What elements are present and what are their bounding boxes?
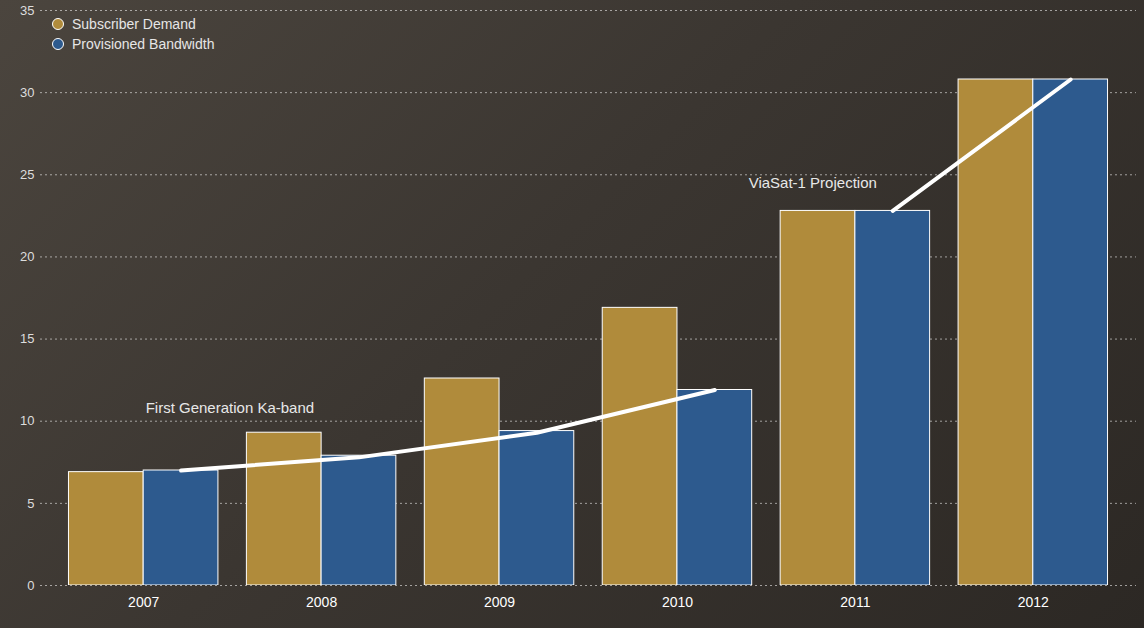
svg-text:ViaSat-1 Projection: ViaSat-1 Projection	[749, 174, 877, 191]
svg-text:25: 25	[20, 167, 34, 182]
svg-text:2008: 2008	[306, 594, 337, 610]
svg-text:15: 15	[20, 331, 34, 346]
svg-text:First Generation Ka-band: First Generation Ka-band	[146, 399, 314, 416]
svg-text:0: 0	[27, 578, 34, 593]
svg-text:2007: 2007	[128, 594, 159, 610]
svg-text:30: 30	[20, 85, 34, 100]
svg-text:5: 5	[27, 496, 34, 511]
svg-text:35: 35	[20, 3, 34, 18]
html-text:Provisioned Bandwidth: Provisioned Bandwidth	[72, 36, 215, 52]
svg-text:2011: 2011	[840, 594, 870, 610]
html-text:Subscriber Demand: Subscriber Demand	[72, 16, 196, 32]
svg-text:10: 10	[20, 413, 34, 428]
svg-text:2010: 2010	[662, 594, 693, 610]
svg-text:2009: 2009	[484, 594, 515, 610]
svg-text:20: 20	[20, 249, 34, 264]
svg-text:2012: 2012	[1018, 594, 1049, 610]
